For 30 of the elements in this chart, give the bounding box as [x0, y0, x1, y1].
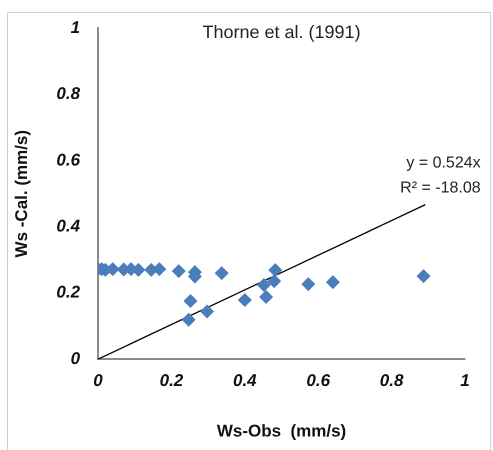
y-tick-label: 0.4: [56, 216, 81, 236]
point: [238, 292, 252, 307]
y-tick-label: 0.6: [56, 150, 81, 170]
y-tick-label: 1: [70, 18, 80, 37]
annotation: R² = -18.08: [400, 180, 481, 197]
point: [214, 266, 229, 280]
y-axis-title: Ws -Cal. (mm/s): [12, 130, 31, 258]
x-tick-label: 0.8: [380, 371, 404, 390]
x-tick-label: 0: [93, 371, 104, 390]
point: [172, 264, 186, 278]
y-tick-label: 0: [70, 348, 81, 368]
point: [268, 263, 282, 278]
x-tick-label: 0.4: [233, 371, 258, 390]
x-tick-label: 0.2: [160, 371, 184, 390]
point: [267, 274, 282, 288]
x-axis-title: Ws-Obs (mm/s): [216, 421, 346, 440]
point: [301, 277, 316, 292]
point: [184, 294, 198, 308]
point: [200, 304, 214, 319]
y-tick-label: 0.8: [56, 84, 81, 104]
annotation: y = 0.524x: [406, 154, 481, 172]
x-tick-label: 1: [460, 371, 470, 390]
point: [259, 290, 274, 304]
point: [416, 269, 431, 284]
y-tick-label: 0.2: [56, 282, 81, 302]
point: [256, 278, 271, 292]
point: [182, 312, 196, 327]
chart-title: Thorne et al. (1991): [202, 22, 361, 42]
x-tick-label: 0.6: [306, 371, 331, 390]
point: [326, 275, 340, 290]
